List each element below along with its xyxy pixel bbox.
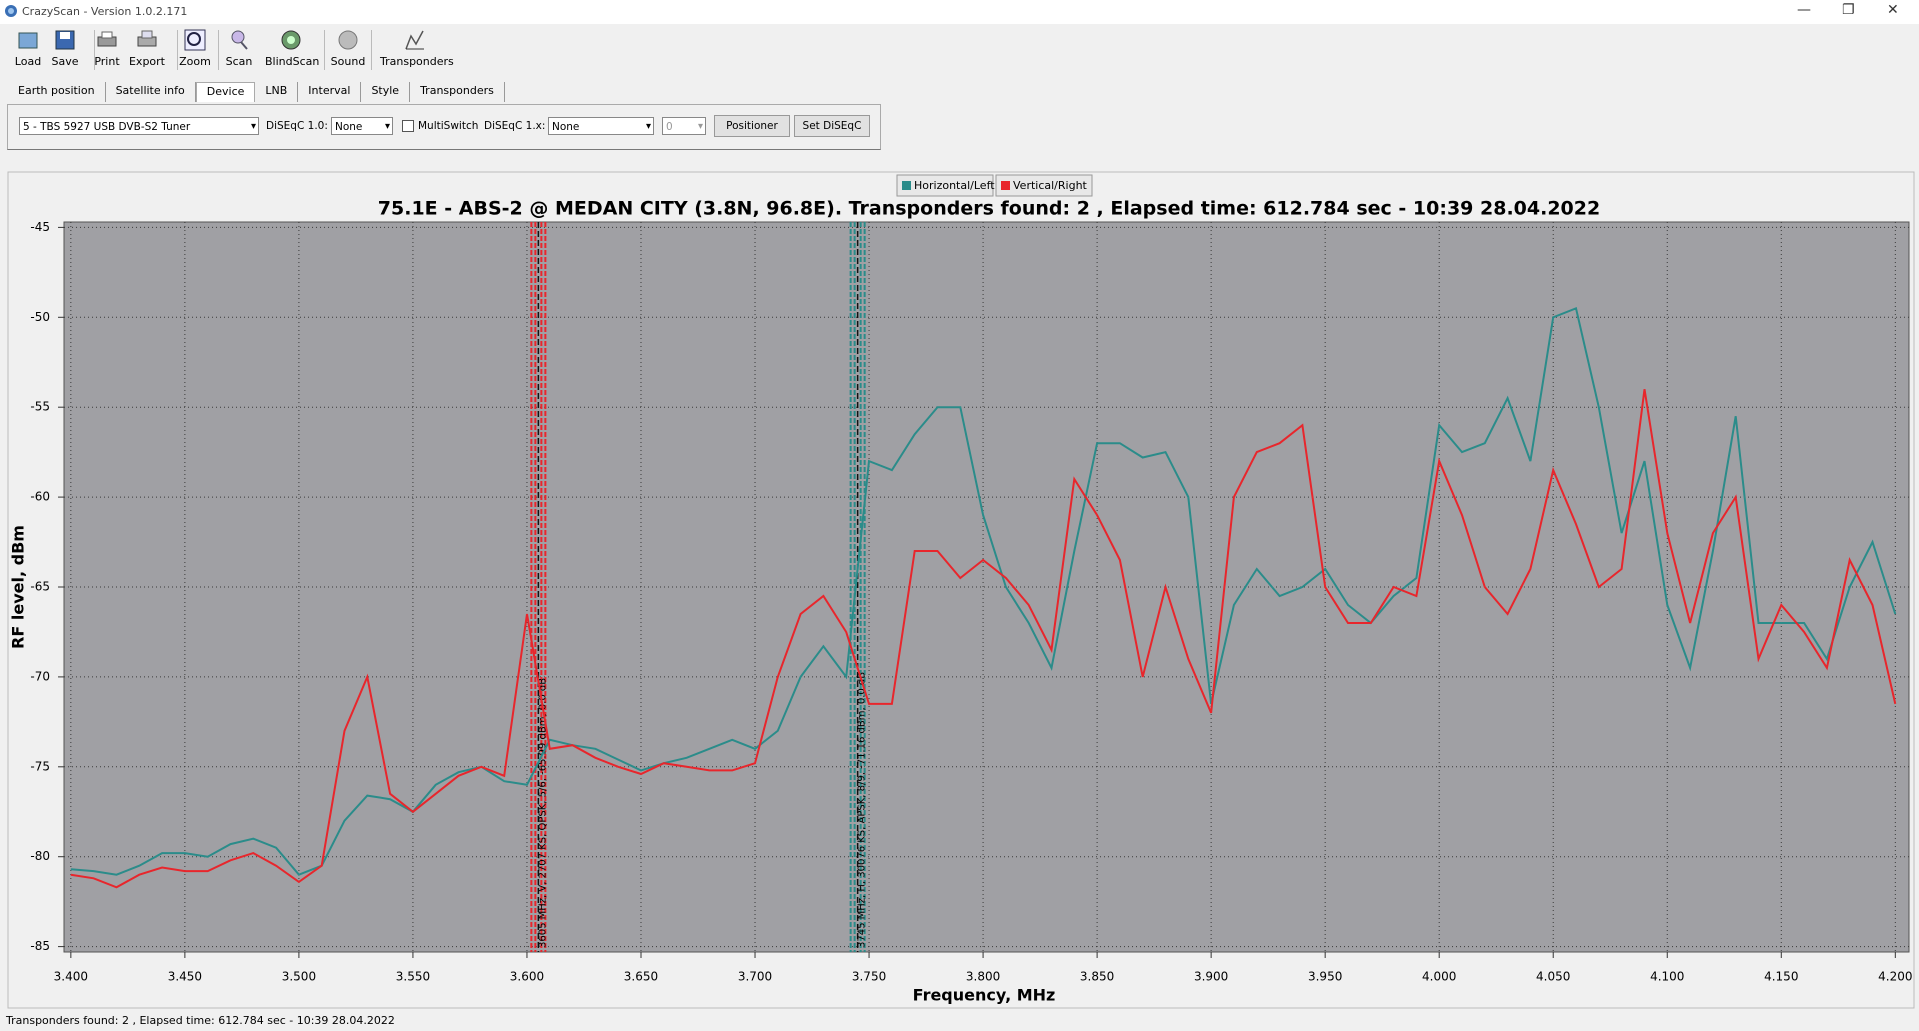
button-label: Transponders — [380, 55, 454, 68]
tab[interactable]: Transponders — [410, 82, 505, 102]
toolbar-button[interactable]: Transponders — [380, 28, 454, 68]
button-label: BlindScan — [265, 55, 320, 68]
x-tick-label: 4.200 — [1878, 970, 1912, 984]
label: MultiSwitch — [418, 120, 479, 132]
x-tick-label: 4.000 — [1422, 970, 1456, 984]
series-line — [70, 306, 1897, 876]
toolbar-button[interactable]: BlindScan — [265, 28, 320, 68]
chart: 75.1E - ABS-2 @ MEDAN CITY (3.8N, 96.8E)… — [7, 171, 1915, 1009]
separator — [218, 30, 219, 70]
toolbar-button[interactable]: Export — [121, 28, 173, 68]
series-line — [70, 389, 1897, 889]
toolbar-button[interactable]: Zoom — [169, 28, 221, 68]
y-tick-label: -60 — [30, 490, 50, 504]
legend-label: Vertical/Right — [1013, 179, 1088, 192]
x-tick-label: 3.850 — [1080, 970, 1114, 984]
legend-swatch — [1001, 181, 1010, 190]
transponder-label: 3745 MHz, H, 30076 KS, APSK, 8/9, -71.16… — [857, 672, 868, 948]
x-tick-label: 3.950 — [1308, 970, 1342, 984]
y-tick-label: -50 — [30, 310, 50, 324]
y-tick-label: -70 — [30, 669, 50, 683]
y-tick-label: -80 — [30, 849, 50, 863]
legend: Horizontal/Left Vertical/Right — [896, 174, 1093, 197]
restore-button[interactable]: ❐ — [1842, 2, 1855, 18]
separator — [94, 30, 95, 70]
app-icon — [5, 5, 17, 17]
button-label: Scan — [225, 55, 253, 68]
close-button[interactable]: ✕ — [1887, 2, 1899, 18]
plot-area — [63, 221, 1910, 953]
transponder-marker: 3605 MHz, V, 2707 KS, QPSK, 5/6, -65.99 … — [530, 222, 548, 952]
x-tick-label: 3.650 — [624, 970, 658, 984]
toolbar-button[interactable]: Print — [81, 28, 133, 68]
legend-box — [896, 174, 994, 197]
y-tick-label: -85 — [30, 939, 50, 953]
toolbar-button[interactable]: Sound — [322, 28, 374, 68]
button-label: Load — [14, 55, 42, 68]
x-tick-label: 3.700 — [738, 970, 772, 984]
y-axis-label: RF level, dBm — [9, 525, 28, 649]
y-tick-label: -75 — [30, 759, 50, 773]
device-panel: 5 - TBS 5927 USB DVB-S2 Tuner DiSEqC 1.0… — [7, 104, 881, 150]
y-tick-label: -55 — [30, 400, 50, 414]
window-title: CrazyScan - Version 1.0.2.171 — [22, 5, 188, 18]
tab[interactable]: Satellite info — [106, 82, 196, 102]
minimize-button[interactable]: — — [1797, 2, 1811, 18]
button-label: Zoom — [179, 55, 211, 68]
label: DiSEqC 1.0: — [266, 120, 328, 132]
diseqc1x-select[interactable]: None — [548, 117, 654, 136]
title-bar: CrazyScan - Version 1.0.2.171 — ❐ ✕ — [0, 0, 1919, 24]
button-label: Print — [94, 55, 120, 68]
toolbar-button[interactable]: Scan — [213, 28, 265, 68]
tab[interactable]: Earth position — [8, 82, 106, 102]
tab[interactable]: LNB — [255, 82, 299, 102]
legend-swatch — [902, 181, 911, 190]
x-tick-label: 4.100 — [1650, 970, 1684, 984]
transponder-label: 3605 MHz, V, 2707 KS, QPSK, 5/6, -65.99 … — [537, 678, 548, 948]
x-tick-label: 3.900 — [1194, 970, 1228, 984]
toolbar-button[interactable]: Load — [2, 28, 54, 68]
status-bar: Transponders found: 2 , Elapsed time: 61… — [6, 1014, 395, 1027]
diseqc10-select[interactable]: None — [331, 117, 393, 136]
x-tick-label: 3.750 — [852, 970, 886, 984]
button-label: Sound — [330, 55, 366, 68]
y-tick-label: -65 — [30, 580, 50, 594]
x-tick-label: 4.050 — [1536, 970, 1570, 984]
x-tick-label: 3.400 — [54, 970, 88, 984]
separator — [324, 30, 325, 70]
toolbar-button[interactable]: Save — [39, 28, 91, 68]
x-axis-label: Frequency, MHz — [913, 986, 1056, 1005]
x-tick-label: 3.500 — [282, 970, 316, 984]
legend-box — [995, 174, 1093, 197]
x-tick-label: 3.550 — [396, 970, 430, 984]
tab[interactable]: Style — [361, 82, 411, 102]
button-label: Export — [128, 55, 165, 68]
chart-title: 75.1E - ABS-2 @ MEDAN CITY (3.8N, 96.8E)… — [378, 198, 1600, 220]
tab[interactable]: Interval — [298, 82, 362, 102]
select-value: 5 - TBS 5927 USB DVB-S2 Tuner — [23, 121, 191, 133]
tuner-select[interactable]: 5 - TBS 5927 USB DVB-S2 Tuner — [19, 117, 259, 136]
x-tick-label: 3.800 — [966, 970, 1000, 984]
tab[interactable]: Device — [195, 82, 256, 102]
select-value: None — [335, 121, 363, 133]
button-label: Save — [51, 55, 79, 68]
x-tick-label: 3.450 — [168, 970, 202, 984]
label: DiSEqC 1.x: — [484, 120, 546, 132]
separator — [177, 30, 178, 70]
separator — [371, 30, 372, 70]
y-tick-label: -45 — [30, 220, 50, 234]
legend-label: Horizontal/Left — [914, 179, 995, 192]
spin-value: 0 — [666, 121, 673, 133]
transponder-marker: 3745 MHz, H, 30076 KS, APSK, 8/9, -71.16… — [849, 222, 868, 952]
positioner-button[interactable]: Positioner — [714, 115, 790, 137]
x-tick-label: 3.600 — [510, 970, 544, 984]
tab-bar: Earth position Satellite info Device LNB… — [8, 82, 505, 102]
multiswitch-checkbox[interactable] — [402, 120, 414, 132]
set-diseqc-button[interactable]: Set DiSEqC — [794, 115, 870, 137]
spin-box[interactable]: 0 — [662, 117, 706, 136]
x-tick-label: 4.150 — [1764, 970, 1798, 984]
select-value: None — [552, 121, 580, 133]
